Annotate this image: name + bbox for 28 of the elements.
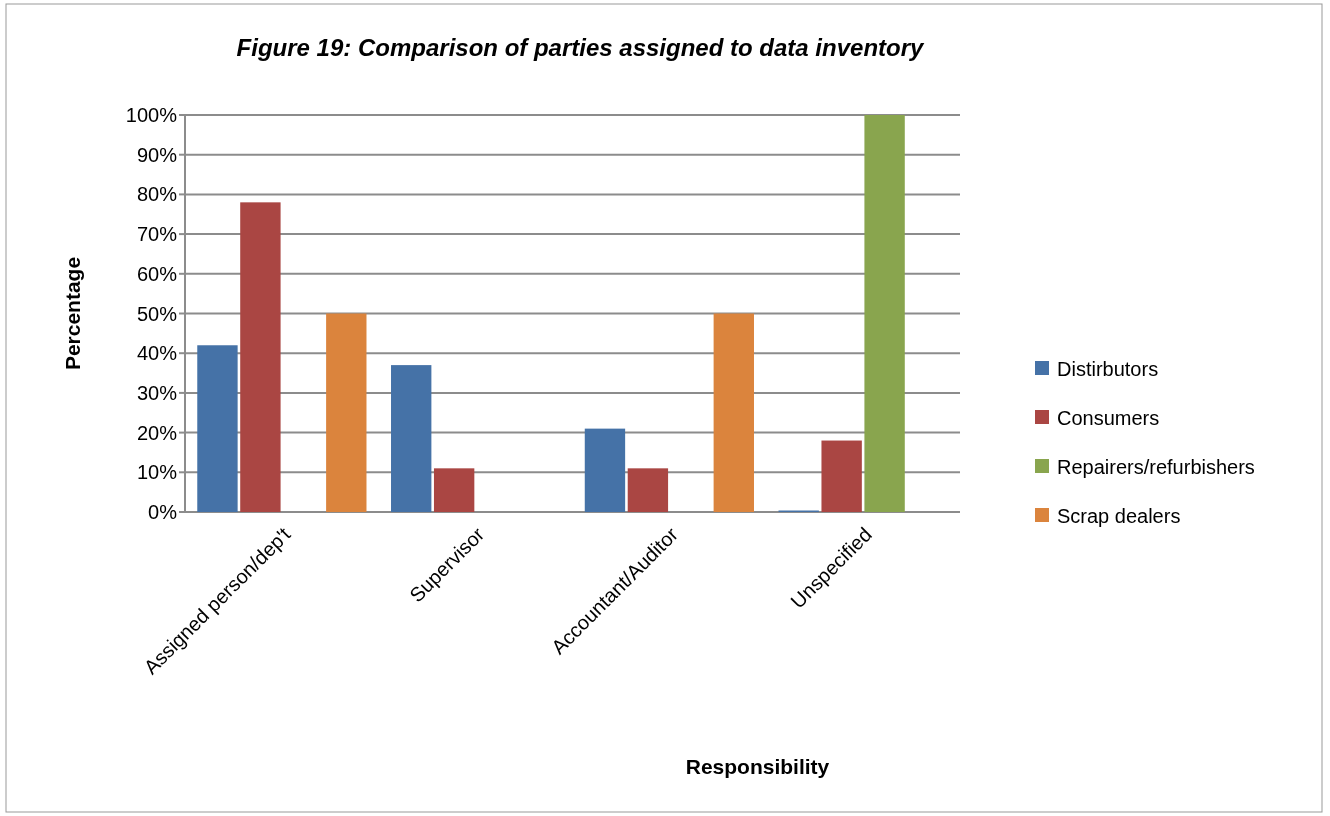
bar [627,468,669,512]
y-tick-label: 0% [148,501,178,523]
legend-label: Scrap dealers [1057,505,1181,527]
y-tick-label: 50% [136,302,178,325]
bar [713,313,754,512]
bar [821,440,862,512]
y-axis-title: Percentage [61,256,84,371]
x-axis-title: Responsibility [685,755,830,778]
y-tick-label: 40% [136,342,178,365]
legend-label: Consumers [1057,407,1160,429]
y-tick-label: 20% [136,421,178,444]
y-tick-label: 30% [136,381,178,404]
bar [864,115,905,512]
bar [240,202,281,512]
y-tick-label: 100% [125,104,178,126]
chart-title: Figure 19: Comparison of parties assigned to data inventory [236,34,926,61]
y-tick-label: 90% [136,143,178,166]
bar [391,365,432,512]
y-tick-label: 10% [136,461,178,484]
bar [197,345,238,512]
bar [433,468,475,512]
bar [584,428,626,512]
legend-label: Repairers/refurbishers [1057,456,1255,478]
legend-label: Distirbutors [1057,358,1159,380]
bar [326,313,367,512]
y-tick-label: 60% [136,262,178,285]
y-tick-label: 70% [136,223,178,246]
y-tick-label: 80% [136,183,178,206]
